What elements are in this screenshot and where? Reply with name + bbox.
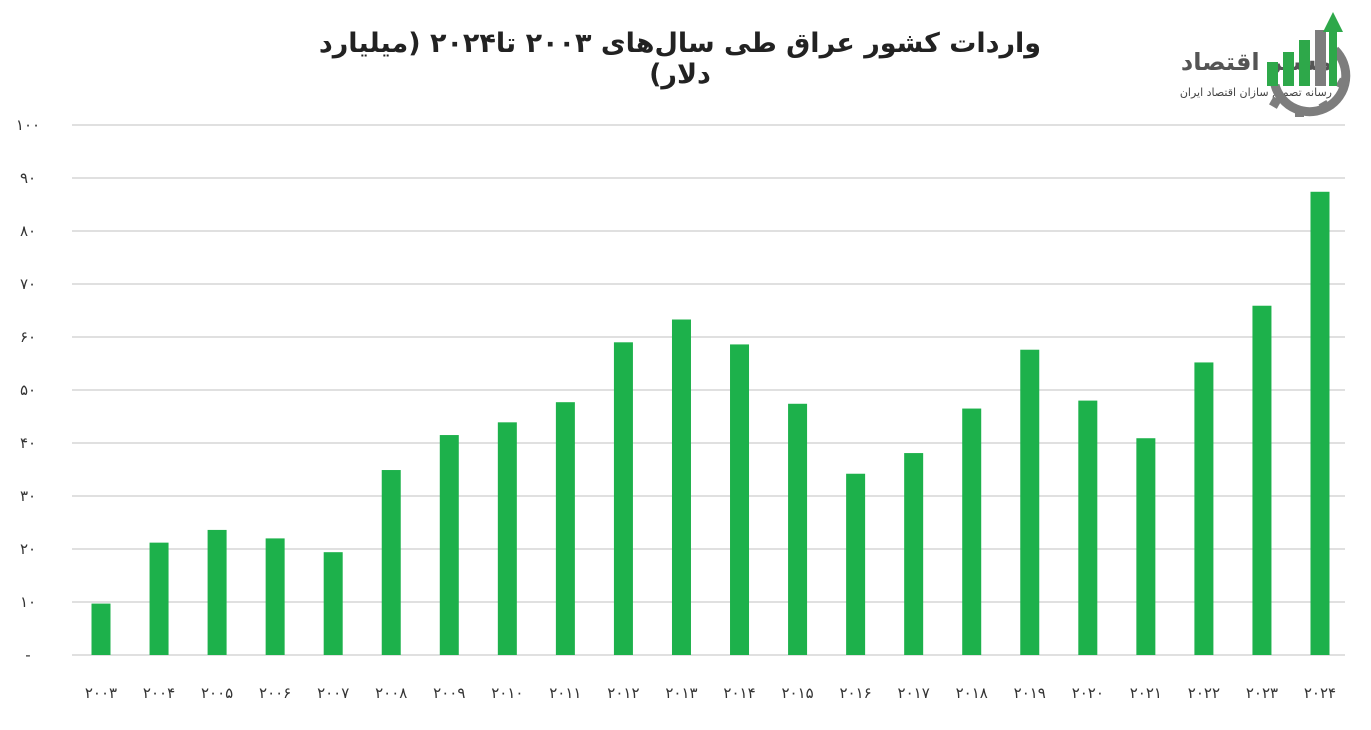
bar-2017 [904,453,924,655]
bar-2003 [91,603,111,655]
x-tick-label: ۲۰۱۹ [1014,684,1046,702]
x-tick-label: ۲۰۰۹ [433,684,465,702]
x-tick-label: ۲۰۱۲ [607,684,639,702]
bar-2015 [788,403,808,655]
bars [91,191,1330,655]
y-tick-label: ۵۰ [20,381,36,399]
x-tick-label: ۲۰۱۵ [781,684,813,702]
chart-title: واردات کشور عراق طی سال‌های ۲۰۰۳ تا۲۰۲۴ … [318,28,1042,90]
bar-2011 [555,402,575,655]
bar-2014 [730,344,750,655]
x-tick-label: ۲۰۲۰ [1072,684,1104,702]
y-tick-label: ۱۰۰ [16,116,40,134]
y-tick-label: ۴۰ [20,434,36,452]
y-tick-label: ۹۰ [20,169,36,187]
logo: مسیر اقتصاد رسانه تصمیم سازان اقتصاد ایر… [1070,10,1360,120]
bar-2021 [1136,438,1156,655]
logo-tagline: رسانه تصمیم سازان اقتصاد ایران [1179,86,1332,99]
x-tick-label: ۲۰۱۳ [665,684,697,702]
x-tick-label: ۲۰۱۶ [840,684,872,702]
x-tick-label: ۲۰۱۱ [549,684,581,702]
y-tick-label: ۳۰ [20,487,36,505]
bar-2024 [1310,191,1330,655]
y-tick-label: ۶۰ [20,328,36,346]
x-axis-ticks: ۲۰۰۳ ۲۰۰۴ ۲۰۰۵ ۲۰۰۶ ۲۰۰۷ ۲۰۰۸ ۲۰۰۹ ۲۰۱۰ ۲۰۱۱ ۲۰۱۲… [85,684,1336,702]
y-tick-label: ۱۰ [20,593,36,611]
y-tick-label: ۲۰ [20,540,36,558]
bar-2008 [381,470,401,655]
bar-2009 [439,435,459,655]
bar-2007 [323,552,343,655]
x-tick-label: ۲۰۱۷ [898,684,930,702]
y-tick-label: ۸۰ [20,222,36,240]
bar-2010 [497,422,517,655]
y-axis-ticks: - ۱۰ ۲۰ ۳۰ ۴۰ ۵۰ ۶۰ ۷۰ ۸۰ ۹۰ ۱۰۰ [16,116,40,664]
x-tick-label: ۲۰۱۰ [491,684,523,702]
x-tick-label: ۲۰۲۳ [1246,684,1278,702]
bar-2006 [265,538,285,655]
x-tick-label: ۲۰۰۳ [85,684,117,702]
y-tick-label: - [25,646,30,664]
x-tick-label: ۲۰۰۵ [201,684,233,702]
bar-2004 [149,542,169,655]
x-tick-label: ۲۰۰۶ [259,684,291,702]
bar-2020 [1078,400,1098,655]
bar-2013 [671,319,691,655]
x-tick-label: ۲۰۰۸ [375,684,407,702]
x-tick-label: ۲۰۲۱ [1130,684,1162,702]
x-tick-label: ۲۰۱۸ [956,684,988,702]
x-tick-label: ۲۰۰۴ [143,684,175,702]
x-tick-label: ۲۰۲۴ [1304,684,1336,702]
x-tick-label: ۲۰۰۷ [317,684,349,702]
bar-2005 [207,529,227,655]
bar-2023 [1252,305,1272,655]
bar-2019 [1020,349,1040,655]
growth-gear-icon [1267,12,1351,117]
x-tick-label: ۲۰۲۲ [1188,684,1220,702]
y-tick-label: ۷۰ [20,275,36,293]
bar-2018 [962,408,982,655]
bar-2016 [846,473,866,655]
bar-2012 [613,342,633,655]
bar-2022 [1194,362,1214,655]
x-tick-label: ۲۰۱۴ [723,684,755,702]
